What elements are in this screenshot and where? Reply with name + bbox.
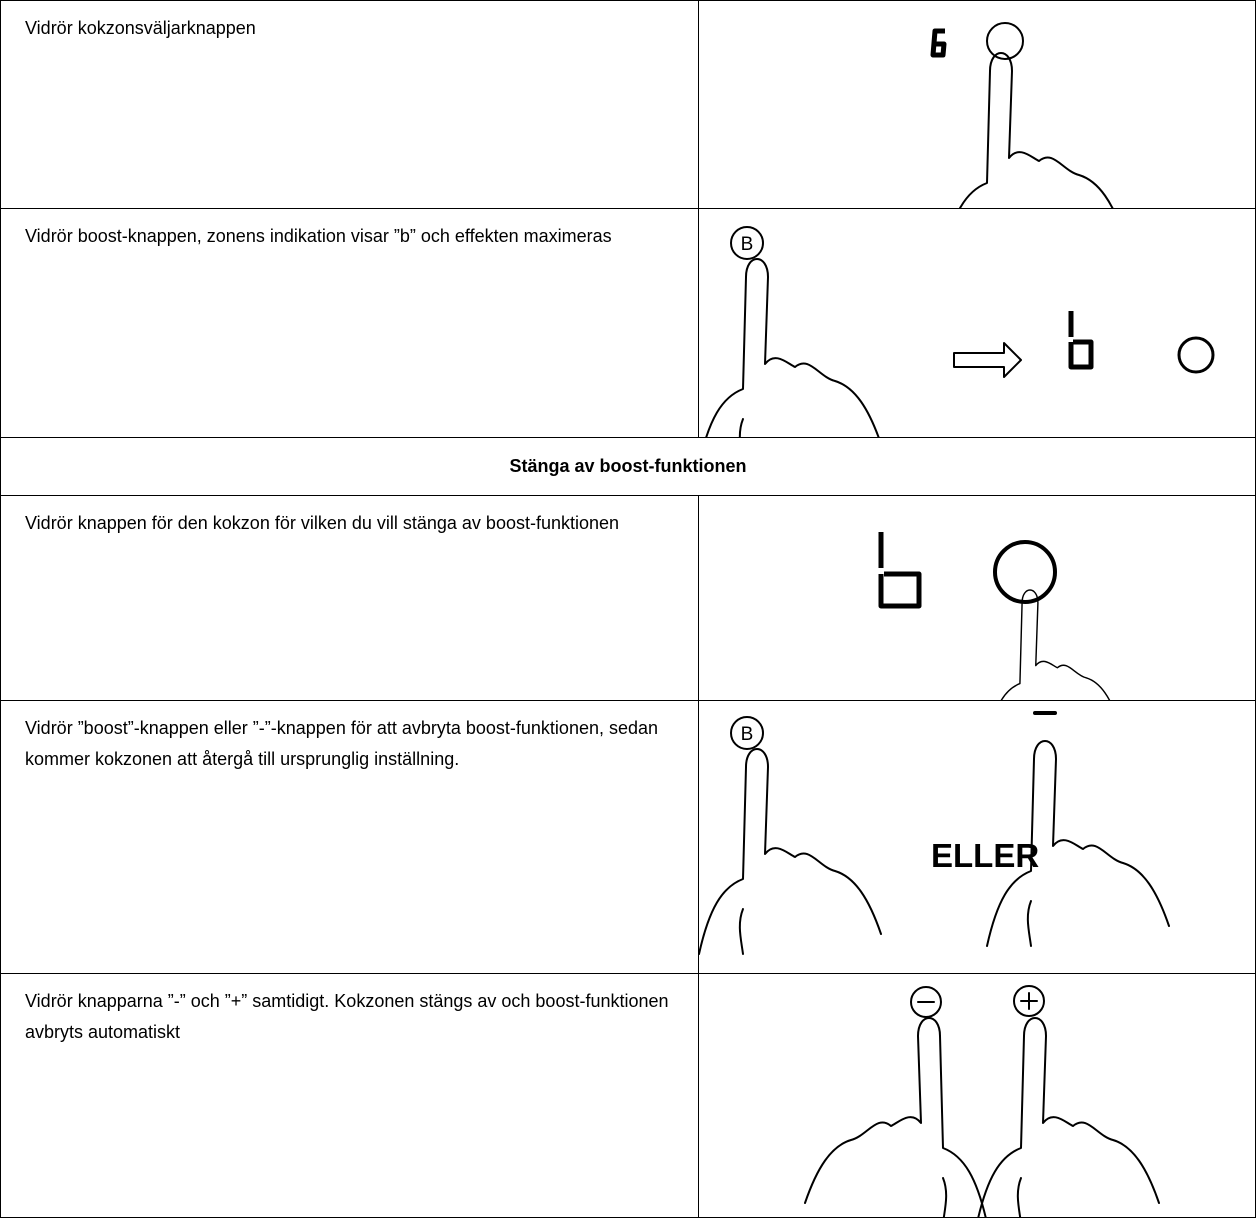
- row: Vidrör boost-knappen, zonens indikation …: [0, 208, 1256, 437]
- display-digit: [878, 532, 922, 609]
- zone-button: [993, 540, 1057, 604]
- illustration: B ELLER: [699, 711, 1170, 955]
- illustration: [930, 22, 1126, 208]
- button-label: B: [741, 234, 754, 255]
- boost-button: [730, 226, 764, 260]
- hand: [699, 748, 882, 955]
- instruction: Vidrör boost-knappen, zonens indikation …: [1, 209, 699, 437]
- display-digit: [1068, 311, 1094, 370]
- row: Vidrör ”boost”-knappen eller ”-”-knappen…: [0, 700, 1256, 973]
- zone-button: [986, 22, 1024, 60]
- hand: [942, 52, 1126, 208]
- hand: [987, 589, 1121, 700]
- instruction: Vidrör ”boost”-knappen eller ”-”-knappen…: [1, 701, 699, 973]
- section-heading: Stänga av boost-funktionen: [509, 456, 747, 476]
- instruction: Vidrör knapparna ”-” och ”+” samtidigt. …: [1, 974, 699, 1217]
- arrow: [953, 342, 1022, 378]
- hand: [699, 258, 882, 437]
- hand: [976, 1017, 1160, 1218]
- illustration: B: [699, 226, 1215, 437]
- instruction: Vidrör kokzonsväljarknappen: [1, 1, 699, 208]
- row: Vidrör knappen för den kokzon för vilken…: [0, 495, 1256, 700]
- illustration: [878, 532, 1121, 700]
- minus-button: [910, 986, 942, 1018]
- plus-button: [1013, 985, 1045, 1017]
- hand: [804, 1017, 988, 1218]
- row: Vidrör kokzonsväljarknappen: [0, 0, 1256, 208]
- row: Stänga av boost-funktionen: [0, 437, 1256, 495]
- instruction: Vidrör knappen för den kokzon för vilken…: [1, 496, 699, 700]
- display-digit: [930, 28, 947, 58]
- row: Vidrör knapparna ”-” och ”+” samtidigt. …: [0, 973, 1256, 1218]
- zone-indicator: [1177, 336, 1215, 374]
- boost-button: [730, 716, 764, 750]
- button-label: B: [741, 724, 754, 745]
- or-label: ELLER: [931, 837, 1039, 874]
- illustration: [804, 985, 1160, 1218]
- hand-mirrored: [804, 1017, 988, 1218]
